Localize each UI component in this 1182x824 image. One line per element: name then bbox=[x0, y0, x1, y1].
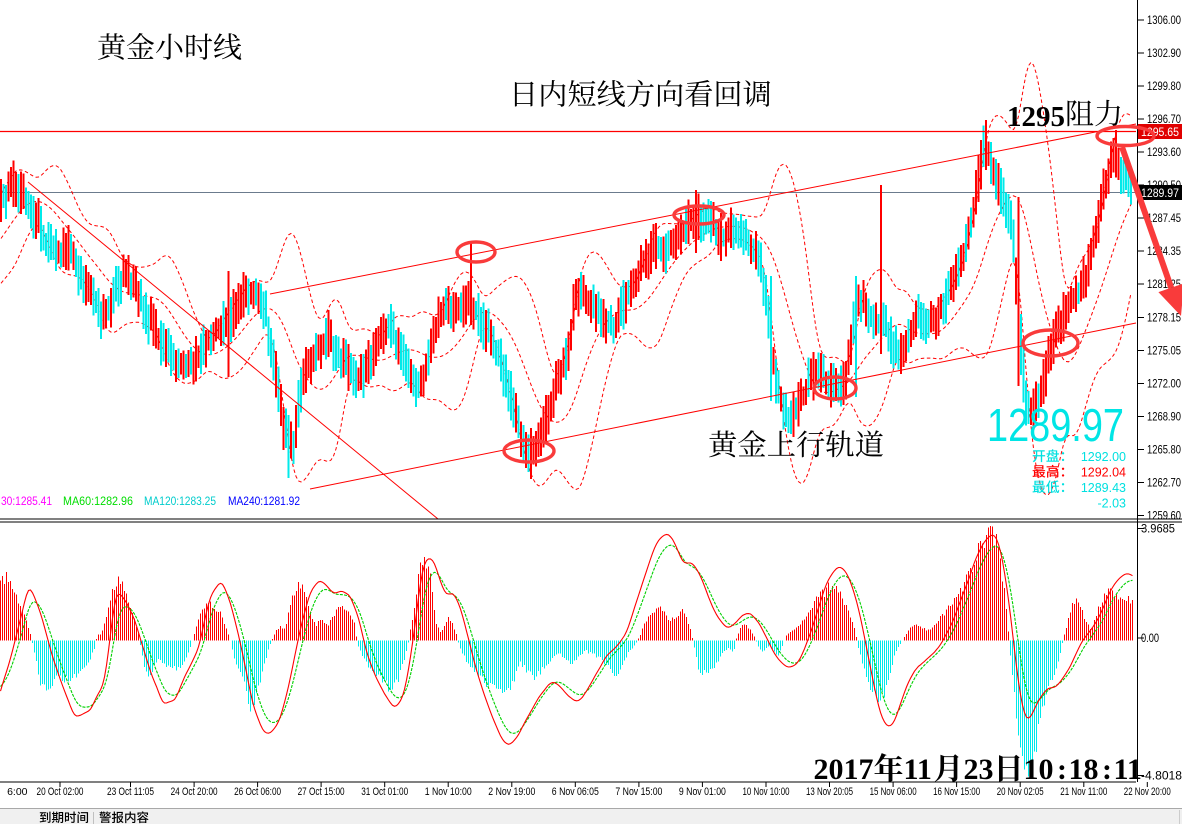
svg-text:23 Oct 11:05: 23 Oct 11:05 bbox=[107, 786, 154, 798]
svg-text:1306.00: 1306.00 bbox=[1147, 15, 1181, 27]
svg-text:1272.00: 1272.00 bbox=[1147, 378, 1181, 390]
svg-text:1299.80: 1299.80 bbox=[1147, 81, 1181, 93]
svg-text:-4.8018: -4.8018 bbox=[1141, 771, 1182, 783]
svg-text:MA60:1282.96: MA60:1282.96 bbox=[63, 496, 133, 508]
svg-text:1293.60: 1293.60 bbox=[1147, 147, 1181, 159]
svg-text:27 Oct 15:00: 27 Oct 15:00 bbox=[298, 786, 345, 798]
svg-text:9 Nov 01:00: 9 Nov 01:00 bbox=[679, 786, 726, 798]
svg-text:24 Oct 20:00: 24 Oct 20:00 bbox=[171, 786, 218, 798]
svg-text:21 Nov 11:00: 21 Nov 11:00 bbox=[1060, 786, 1107, 798]
svg-text:11: 11 bbox=[904, 753, 932, 786]
svg-text:6 Nov 06:05: 6 Nov 06:05 bbox=[552, 786, 599, 798]
svg-text:1292.00: 1292.00 bbox=[1081, 450, 1126, 464]
svg-text:15 Nov 06:00: 15 Nov 06:00 bbox=[870, 786, 917, 798]
svg-text:1284.35: 1284.35 bbox=[1147, 246, 1181, 258]
svg-text:3.9685: 3.9685 bbox=[1141, 524, 1175, 536]
svg-text:10: 10 bbox=[1024, 753, 1054, 786]
svg-text:31 Oct 01:00: 31 Oct 01:00 bbox=[361, 786, 408, 798]
svg-text:22 Nov 20:00: 22 Nov 20:00 bbox=[1124, 786, 1171, 798]
svg-text:7 Nov 15:00: 7 Nov 15:00 bbox=[615, 786, 662, 798]
svg-text:11: 11 bbox=[1114, 753, 1142, 786]
svg-text:6:00: 6:00 bbox=[7, 786, 28, 798]
svg-text:1289.43: 1289.43 bbox=[1081, 481, 1126, 495]
svg-text:1296.70: 1296.70 bbox=[1147, 114, 1181, 126]
svg-text:2 Nov 19:00: 2 Nov 19:00 bbox=[488, 786, 535, 798]
svg-text:1278.15: 1278.15 bbox=[1147, 312, 1181, 324]
svg-text:1 Nov 10:00: 1 Nov 10:00 bbox=[425, 786, 472, 798]
svg-text::: : bbox=[1102, 753, 1112, 786]
svg-text:18: 18 bbox=[1069, 753, 1099, 786]
svg-text:1275.05: 1275.05 bbox=[1147, 345, 1181, 357]
svg-text:2017: 2017 bbox=[814, 753, 874, 786]
svg-text:16 Nov 15:00: 16 Nov 15:00 bbox=[933, 786, 980, 798]
svg-text:10 Nov 10:00: 10 Nov 10:00 bbox=[743, 786, 790, 798]
svg-text:26 Oct 06:00: 26 Oct 06:00 bbox=[234, 786, 281, 798]
svg-text:20 Oct 02:00: 20 Oct 02:00 bbox=[37, 786, 84, 798]
svg-text:1289.97: 1289.97 bbox=[987, 399, 1124, 451]
svg-text:-2.03: -2.03 bbox=[1098, 497, 1127, 511]
svg-text:1259.60: 1259.60 bbox=[1147, 511, 1181, 523]
svg-text:30:1285.41: 30:1285.41 bbox=[1, 496, 52, 508]
svg-text:1265.80: 1265.80 bbox=[1147, 444, 1181, 456]
svg-text:13 Nov 20:05: 13 Nov 20:05 bbox=[806, 786, 853, 798]
svg-text:0.00: 0.00 bbox=[1141, 633, 1159, 645]
svg-text:1295: 1295 bbox=[1007, 101, 1065, 133]
svg-text:1287.45: 1287.45 bbox=[1147, 213, 1181, 225]
svg-text:1268.90: 1268.90 bbox=[1147, 411, 1181, 423]
svg-text:20 Nov 02:05: 20 Nov 02:05 bbox=[997, 786, 1044, 798]
svg-text::: : bbox=[1057, 753, 1067, 786]
svg-text:1302.90: 1302.90 bbox=[1147, 48, 1181, 60]
svg-text:1262.70: 1262.70 bbox=[1147, 477, 1181, 489]
svg-text:23: 23 bbox=[964, 753, 994, 786]
svg-text:MA120:1283.25: MA120:1283.25 bbox=[144, 496, 216, 508]
svg-text:1289.97: 1289.97 bbox=[1141, 188, 1179, 200]
svg-text:1292.04: 1292.04 bbox=[1081, 466, 1126, 480]
svg-text:MA240:1281.92: MA240:1281.92 bbox=[228, 496, 300, 508]
